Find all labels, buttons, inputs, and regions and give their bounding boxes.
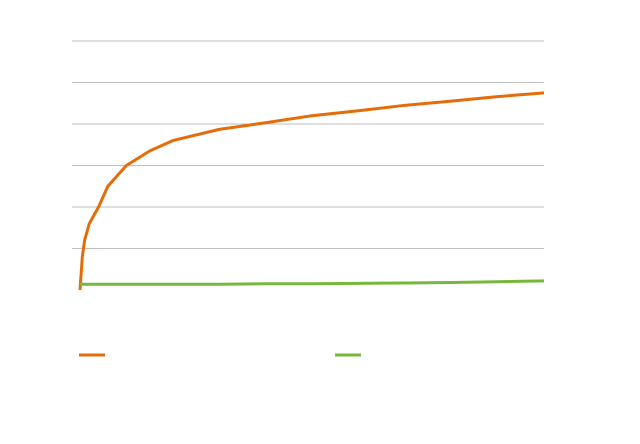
series-line xyxy=(78,91,545,291)
series-line xyxy=(80,279,545,286)
